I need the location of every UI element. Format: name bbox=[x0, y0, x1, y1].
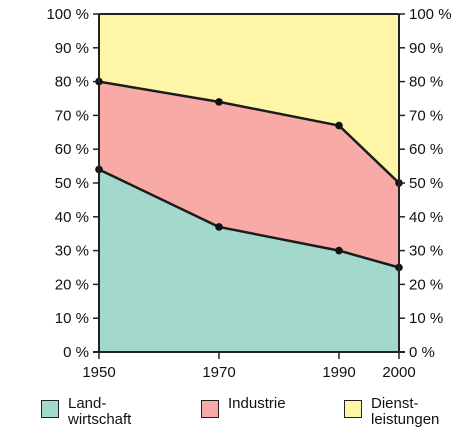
y-tick-label-right: 100 % bbox=[409, 6, 452, 23]
y-tick-label-left: 20 % bbox=[55, 276, 89, 293]
y-tick-label-left: 100 % bbox=[46, 6, 89, 23]
legend-label-landwirtschaft: Land- wirtschaft bbox=[68, 395, 132, 428]
x-tick-label: 1970 bbox=[202, 364, 235, 381]
boundary-line-landwirtschaft bbox=[98, 168, 400, 269]
y-tick-label-right: 30 % bbox=[409, 243, 443, 260]
y-tick-label-right: 50 % bbox=[409, 175, 443, 192]
data-point-landwirtschaft-1970 bbox=[215, 223, 223, 231]
legend-label-industrie: Industrie bbox=[228, 395, 286, 412]
y-tick-label-left: 70 % bbox=[55, 107, 89, 124]
y-tick-label-right: 0 % bbox=[409, 344, 435, 361]
legend-item-landwirtschaft: Land- wirtschaft bbox=[41, 396, 131, 428]
y-tick-label-left: 0 % bbox=[63, 344, 89, 361]
x-tick-label: 1950 bbox=[82, 364, 115, 381]
y-tick-label-left: 10 % bbox=[55, 310, 89, 327]
y-tick-label-left: 30 % bbox=[55, 243, 89, 260]
area-landwirtschaft bbox=[99, 169, 399, 352]
legend: Land- wirtschaft Industrie Dienst- leist… bbox=[0, 396, 468, 439]
y-tick-label-right: 90 % bbox=[409, 40, 443, 57]
data-point-industrie-1970 bbox=[215, 98, 223, 106]
y-tick-label-right: 10 % bbox=[409, 310, 443, 327]
legend-swatch-industrie bbox=[201, 400, 219, 418]
y-tick-label-right: 40 % bbox=[409, 209, 443, 226]
y-tick-label-right: 20 % bbox=[409, 276, 443, 293]
x-tick-label: 2000 bbox=[382, 364, 415, 381]
legend-item-industrie: Industrie bbox=[201, 396, 286, 418]
legend-swatch-landwirtschaft bbox=[41, 400, 59, 418]
y-tick-label-left: 50 % bbox=[55, 175, 89, 192]
area-dienstleistungen bbox=[99, 14, 399, 183]
legend-item-dienstleistungen: Dienst- leistungen bbox=[344, 396, 439, 428]
legend-swatch-dienstleistungen bbox=[344, 400, 362, 418]
area-industrie bbox=[99, 81, 399, 268]
boundary-line-industrie bbox=[98, 80, 400, 184]
tick-labels: 0 % 0 % 10 % 10 % 20 % 20 % 30 % 30 % 40 % 40 % 50… bbox=[46, 6, 451, 381]
boundary-lines bbox=[98, 80, 400, 269]
y-tick-label-left: 90 % bbox=[55, 40, 89, 57]
y-tick-label-left: 80 % bbox=[55, 74, 89, 91]
y-tick-label-left: 40 % bbox=[55, 209, 89, 226]
x-tick-label: 1990 bbox=[322, 364, 355, 381]
axes bbox=[93, 13, 405, 359]
y-tick-label-right: 80 % bbox=[409, 74, 443, 91]
stacked-areas bbox=[99, 14, 399, 352]
chart: 0 % 0 % 10 % 10 % 20 % 20 % 30 % 30 % 40 % 40 % 50… bbox=[46, 6, 451, 381]
y-tick-label-left: 60 % bbox=[55, 141, 89, 158]
data-point-landwirtschaft-1990 bbox=[335, 246, 343, 255]
y-tick-label-right: 60 % bbox=[409, 141, 443, 158]
legend-label-dienstleistungen: Dienst- leistungen bbox=[371, 395, 440, 428]
y-tick-label-right: 70 % bbox=[409, 107, 443, 124]
data-point-industrie-1990 bbox=[335, 121, 343, 130]
